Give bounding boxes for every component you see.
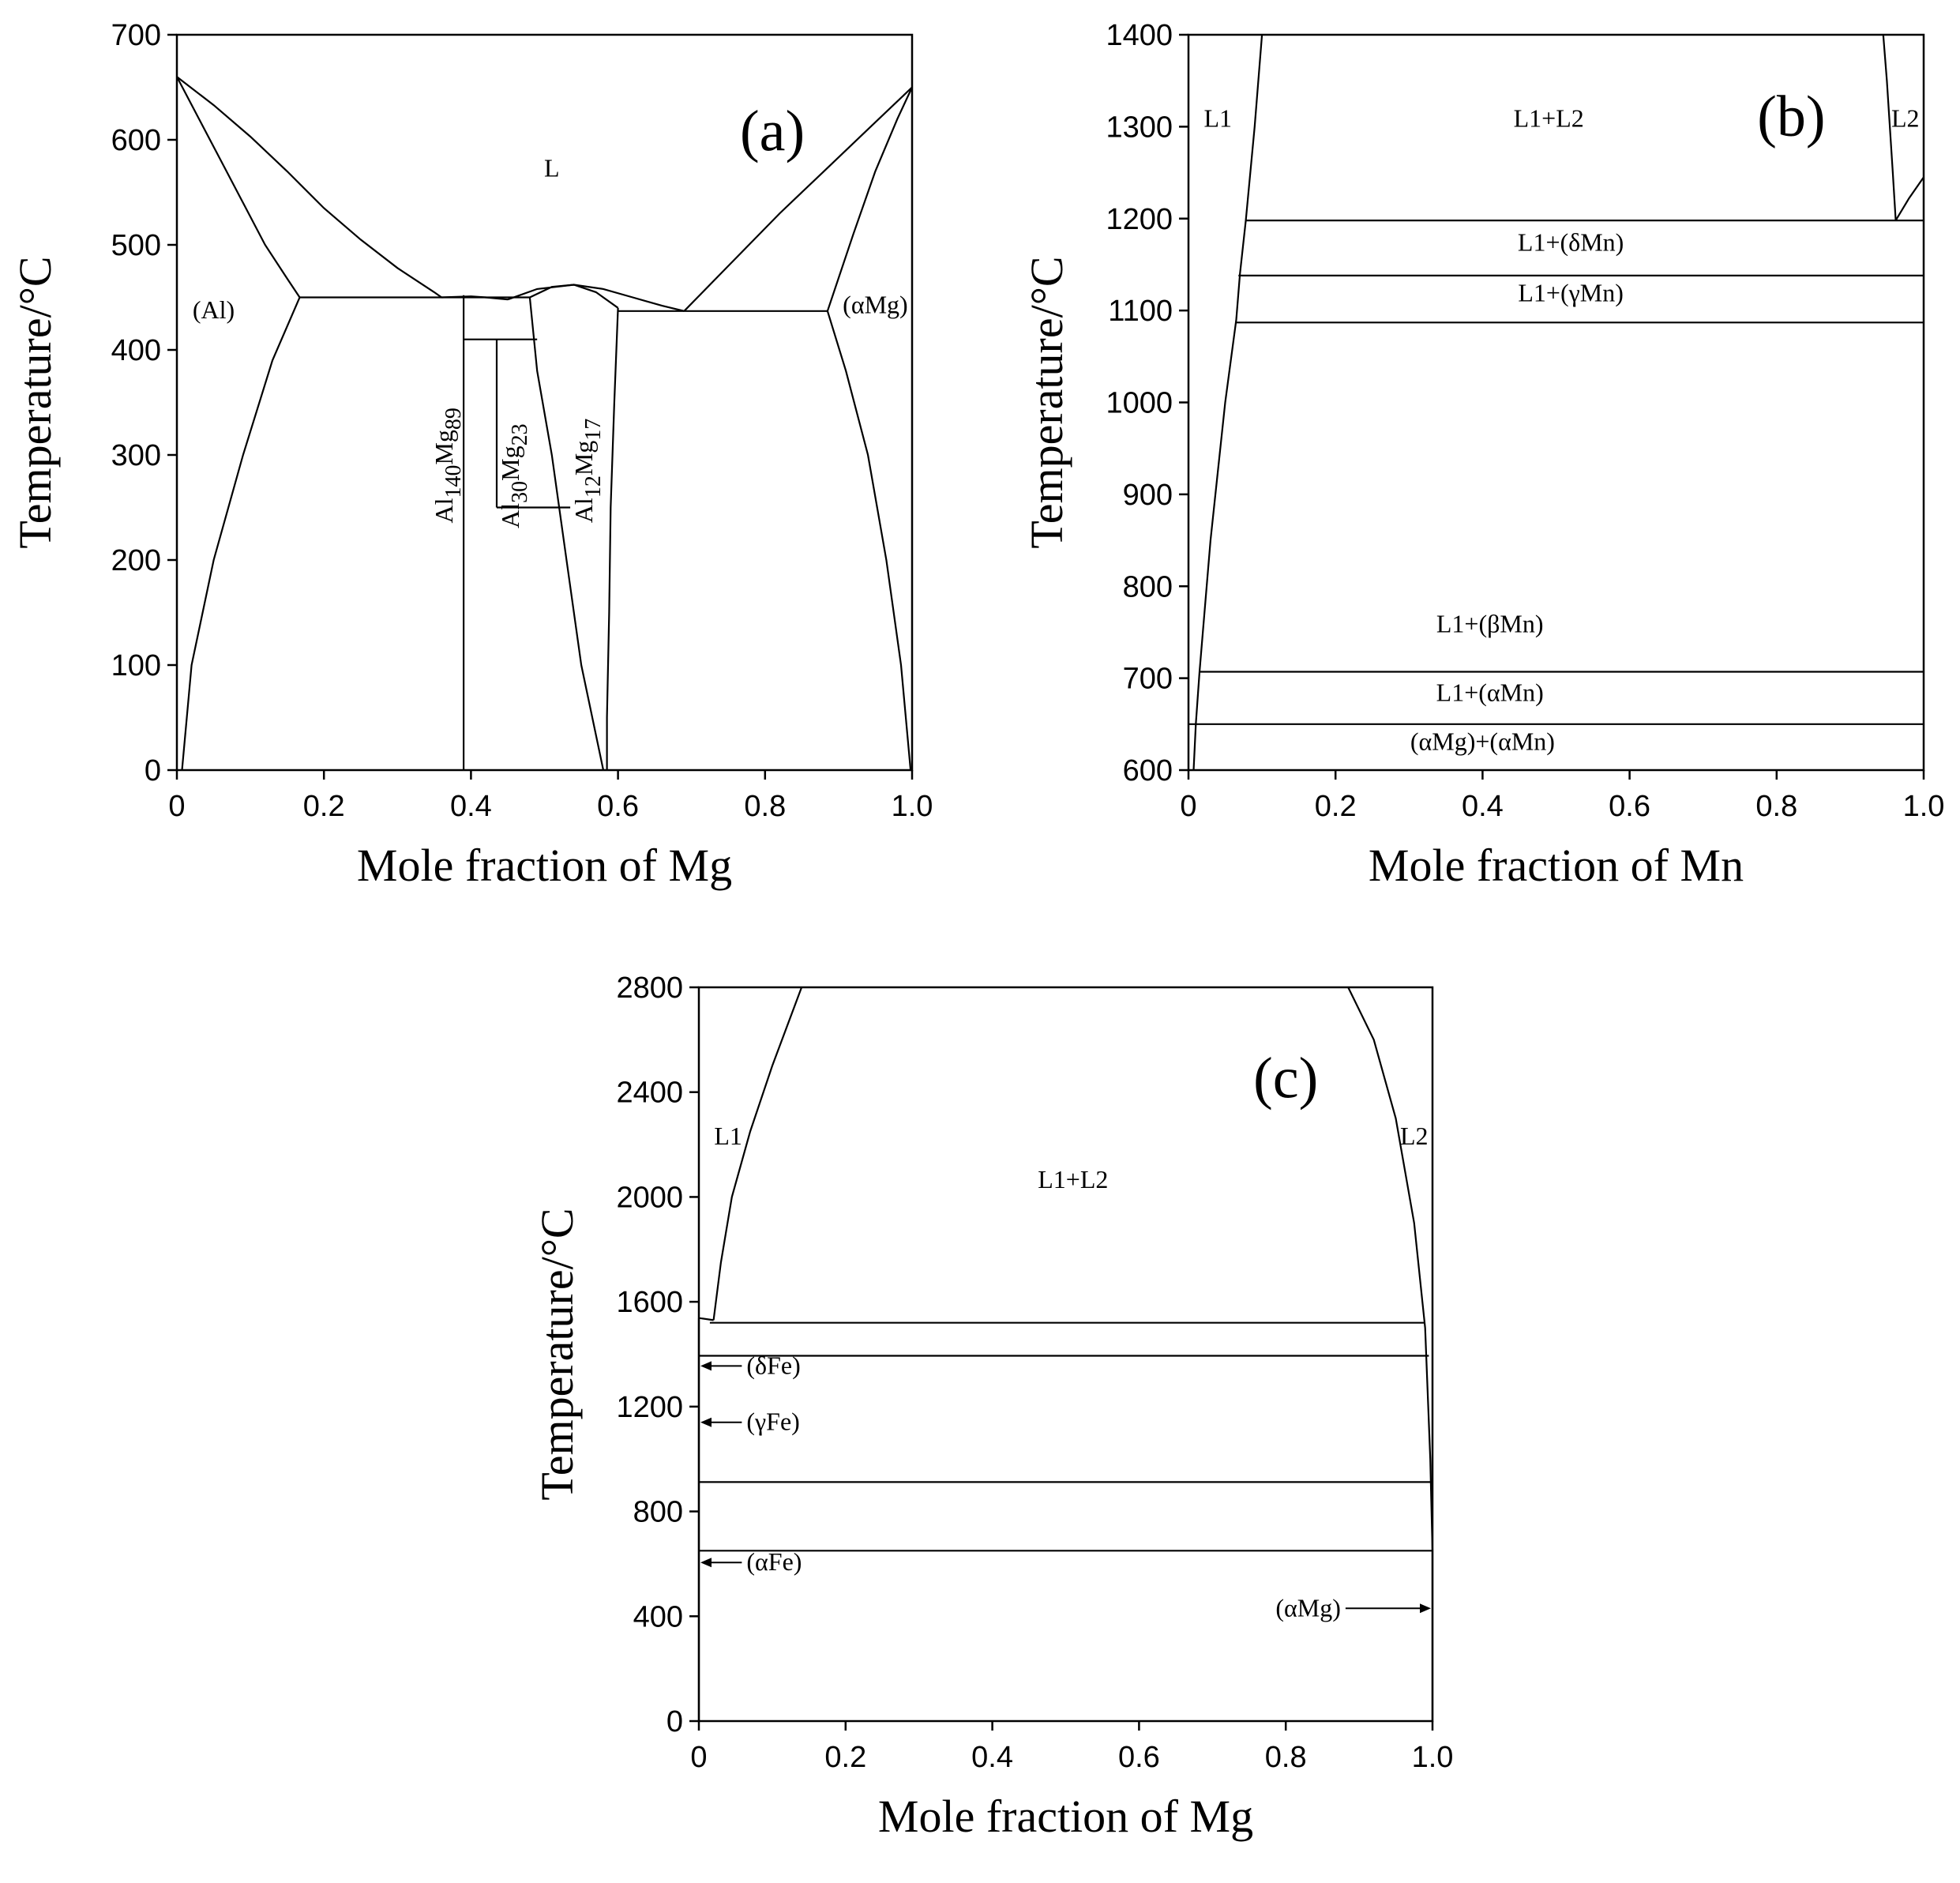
arrow-head-icon: [700, 1417, 712, 1427]
y-axis-label: Temperature/°C: [531, 1208, 583, 1500]
x-tick-label: 0.2: [824, 1741, 866, 1774]
phase-label: Al30Mg23: [496, 423, 532, 528]
x-tick-label: 1.0: [892, 790, 933, 823]
phase-label: L1+L2: [1038, 1165, 1108, 1193]
y-tick-label: 500: [111, 229, 161, 262]
phase-label: L1: [1203, 103, 1232, 132]
x-axis-label: Mole fraction of Mn: [1369, 840, 1744, 891]
chart-panel-2: 0 0.2 0.4 0.6 0.8 1.0 0 400 800 1200 1600 2000 2400 2…: [531, 972, 1453, 1842]
phase-label: L: [544, 154, 560, 182]
y-tick-label: 800: [633, 1496, 683, 1529]
series-liquidus-mg: [683, 86, 913, 312]
phase-label: L1: [714, 1122, 742, 1150]
y-tick-label: 300: [111, 439, 161, 472]
series-liquidus-al: [176, 76, 442, 299]
series-al12mg17-top: [529, 284, 619, 309]
x-tick-label: 0.8: [1265, 1741, 1307, 1774]
phase-label: L1+(γMn): [1518, 278, 1624, 306]
series-l1-short: [698, 1317, 714, 1321]
y-tick-label: 200: [111, 544, 161, 577]
y-tick-label: 900: [1123, 479, 1173, 512]
phase-label: (αMg)+(αMn): [1410, 727, 1555, 755]
y-tick-label: 600: [1123, 754, 1173, 787]
y-tick-label: 400: [633, 1600, 683, 1633]
phase-label: (Al): [193, 295, 235, 324]
x-tick-label: 1.0: [1412, 1741, 1454, 1774]
x-tick-label: 0.8: [1755, 790, 1797, 823]
y-tick-label: 2400: [616, 1077, 683, 1110]
arrow-head-icon: [1420, 1603, 1431, 1614]
x-tick-label: 1.0: [1903, 790, 1945, 823]
x-tick-label: 0: [168, 790, 185, 823]
y-axis-label: Temperature/°C: [1021, 256, 1072, 548]
phase-label: L1+(αMn): [1436, 678, 1544, 707]
x-axis-label: Mole fraction of Mg: [357, 840, 732, 891]
series-al12mg17-right: [606, 307, 619, 770]
panel-label: (a): [740, 99, 805, 163]
y-tick-label: 1000: [1106, 387, 1173, 420]
x-tick-label: 0.6: [1118, 1741, 1160, 1774]
plot-frame: [175, 33, 914, 772]
phase-label: L1+(βMn): [1436, 609, 1544, 637]
y-tick-label: 700: [111, 19, 161, 52]
y-tick-label: 1600: [616, 1286, 683, 1319]
x-axis-label: Mole fraction of Mg: [878, 1791, 1253, 1842]
phase-label: Al12Mg17: [569, 419, 606, 523]
y-tick-label: 1400: [1106, 19, 1173, 52]
y-tick-label: 100: [111, 649, 161, 682]
chart-panel-1: 0 0.2 0.4 0.6 0.8 1.0 600 700 800 900 1000 1100 1200…: [1021, 19, 1944, 891]
y-tick-label: 2800: [616, 972, 683, 1005]
arrow-head-icon: [700, 1361, 712, 1371]
series-al12mg17-liquidus: [507, 284, 685, 312]
x-tick-label: 0.2: [1315, 790, 1357, 823]
y-tick-label: 700: [1123, 663, 1173, 696]
phase-label: L2: [1891, 103, 1920, 132]
y-tick-label: 1200: [616, 1391, 683, 1424]
y-tick-label: 400: [111, 334, 161, 367]
x-tick-label: 0.6: [1609, 790, 1650, 823]
phase-label: (δFe): [746, 1351, 800, 1379]
phase-label: L1+(δMn): [1518, 227, 1624, 256]
series-l2-boundary-left: [1882, 34, 1897, 221]
y-tick-label: 2000: [616, 1181, 683, 1214]
y-tick-label: 600: [111, 124, 161, 157]
panel-label: (b): [1757, 85, 1825, 149]
phase-label: L2: [1400, 1122, 1429, 1150]
x-tick-label: 0.8: [744, 790, 786, 823]
phase-label: (αFe): [746, 1547, 802, 1576]
series-solidus-mg: [826, 87, 913, 312]
phase-label: Al140Mg89: [430, 408, 466, 523]
x-tick-label: 0.6: [597, 790, 639, 823]
series-l2-boundary: [1347, 987, 1434, 1721]
x-tick-label: 0.2: [303, 790, 345, 823]
series-solvus-mg: [826, 310, 912, 771]
x-tick-label: 0.4: [971, 1741, 1013, 1774]
phase-label: (γFe): [746, 1408, 799, 1436]
y-axis-label: Temperature/°C: [9, 256, 61, 548]
y-tick-label: 1100: [1108, 295, 1173, 328]
series-l2-boundary-right: [1894, 176, 1924, 221]
series-l1-boundary: [1192, 34, 1263, 771]
arrow-head-icon: [700, 1558, 712, 1568]
y-tick-label: 800: [1123, 570, 1173, 603]
x-tick-label: 0: [690, 1741, 707, 1774]
chart-panel-0: 0 0.2 0.4 0.6 0.8 1.0 0 100 200 300 400 500 600 700 Mo…: [9, 19, 933, 891]
series-solvus-al: [181, 297, 301, 771]
x-tick-label: 0.4: [1462, 790, 1504, 823]
y-tick-label: 0: [145, 754, 161, 787]
y-tick-label: 0: [666, 1705, 683, 1738]
y-tick-label: 1300: [1106, 111, 1173, 144]
panel-label: (c): [1253, 1046, 1318, 1111]
series-solidus-al: [176, 76, 301, 299]
x-tick-label: 0: [1180, 790, 1196, 823]
phase-label: (αMg): [843, 290, 908, 318]
phase-label: (αMg): [1275, 1593, 1341, 1622]
x-tick-label: 0.4: [450, 790, 492, 823]
series-l1-boundary: [712, 987, 803, 1321]
series-al12mg17-left: [528, 297, 605, 771]
phase-label: L1+L2: [1514, 103, 1584, 132]
y-tick-label: 1200: [1106, 203, 1173, 236]
